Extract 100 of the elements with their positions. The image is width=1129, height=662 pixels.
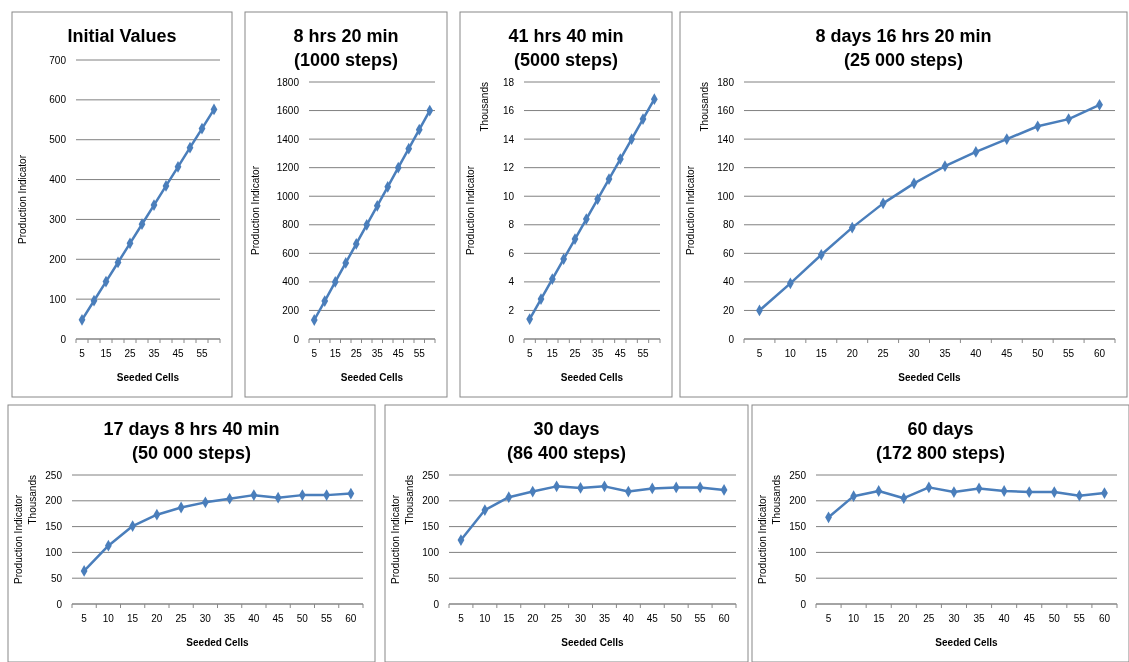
x-tick-label: 35: [973, 613, 986, 624]
y-tick-label: 0: [728, 333, 735, 345]
y-tick-label: 50: [50, 572, 63, 584]
x-tick-label: 55: [413, 348, 426, 359]
y-tick-label: 200: [282, 304, 300, 316]
y-tick-label: 50: [794, 572, 807, 584]
y-tick-label: 0: [60, 333, 67, 345]
y-tick-label: 600: [282, 247, 300, 259]
x-tick-label: 30: [908, 348, 921, 359]
x-tick-label: 45: [172, 348, 184, 359]
y-tick-label: 600: [49, 94, 67, 106]
y-tick-label: 1800: [276, 76, 300, 88]
x-tick-label: 30: [948, 613, 960, 624]
chart-title: 30 days: [533, 419, 600, 439]
x-tick-label: 5: [825, 613, 832, 624]
y-tick-label: 8: [508, 219, 515, 231]
x-tick-label: 55: [637, 348, 649, 359]
y-tick-label: 0: [433, 598, 440, 610]
y-tick-label: 1000: [276, 190, 300, 202]
y-tick-label: 14: [502, 133, 515, 145]
x-axis-title: Seeded Cells: [116, 372, 180, 383]
y-tick-label: 300: [49, 213, 67, 225]
y-tick-label: 2: [508, 304, 515, 316]
x-tick-label: 15: [503, 613, 515, 624]
x-tick-label: 10: [848, 613, 860, 624]
chart-title: 8 hrs 20 min: [293, 26, 399, 46]
x-tick-label: 50: [670, 613, 683, 624]
x-tick-label: 25: [175, 613, 188, 624]
y-tick-label: 200: [422, 495, 440, 507]
y-tick-label: 250: [422, 469, 440, 481]
x-tick-label: 25: [124, 348, 136, 359]
y-axis-title: Production Indicator: [465, 165, 476, 255]
x-tick-label: 35: [224, 613, 236, 624]
y-tick-label: 1400: [276, 133, 300, 145]
y-tick-label: 0: [800, 598, 807, 610]
x-tick-label: 30: [199, 613, 212, 624]
x-tick-label: 35: [371, 348, 384, 359]
x-tick-label: 25: [923, 613, 935, 624]
y-axis-title: Production Indicator: [685, 165, 696, 255]
y-tick-label: 0: [293, 333, 300, 345]
x-tick-label: 60: [1098, 613, 1111, 624]
chart-title: Initial Values: [67, 26, 177, 46]
x-tick-label: 35: [148, 348, 160, 359]
x-tick-label: 20: [846, 348, 859, 359]
chart-title: 41 hrs 40 min: [508, 26, 624, 46]
x-tick-label: 25: [350, 348, 363, 359]
y-tick-label: 500: [49, 134, 67, 146]
y-tick-label: 400: [282, 276, 300, 288]
text: Thousands: [699, 82, 710, 132]
y-tick-label: 6: [508, 247, 515, 259]
y-axis-title: Production Indicator: [250, 165, 261, 255]
x-axis-title: Seeded Cells: [186, 637, 250, 648]
x-tick-label: 45: [614, 348, 627, 359]
chart-subtitle: (5000 steps): [513, 50, 619, 70]
y-tick-label: 1200: [276, 162, 300, 174]
y-tick-label: 1600: [276, 105, 300, 117]
x-tick-label: 55: [196, 348, 208, 359]
y-tick-label: 160: [717, 105, 735, 117]
chart-title: 17 days 8 hrs 40 min: [103, 419, 280, 439]
y-tick-label: 100: [717, 190, 735, 202]
x-tick-label: 15: [329, 348, 342, 359]
x-tick-label: 60: [1093, 348, 1106, 359]
x-tick-label: 35: [592, 348, 604, 359]
y-tick-label: 10: [502, 190, 515, 202]
text: Thousands: [27, 475, 38, 525]
x-axis-title: Seeded Cells: [935, 637, 999, 648]
x-tick-label: 40: [998, 613, 1011, 624]
y-axis-title: Production Indicator: [390, 494, 401, 584]
y-tick-label: 16: [502, 105, 515, 117]
x-tick-label: 30: [574, 613, 587, 624]
text: Thousands: [771, 475, 782, 525]
y-tick-label: 150: [422, 521, 440, 533]
x-tick-label: 35: [939, 348, 951, 359]
text: Thousands: [479, 82, 490, 132]
y-axis-title: Production Indicator: [13, 494, 24, 584]
y-tick-label: 200: [789, 495, 807, 507]
x-tick-label: 60: [345, 613, 357, 624]
x-tick-label: 40: [248, 613, 260, 624]
y-tick-label: 120: [717, 162, 735, 174]
x-tick-label: 10: [102, 613, 115, 624]
x-axis-title: Seeded Cells: [561, 637, 625, 648]
x-tick-label: 55: [694, 613, 707, 624]
y-tick-label: 200: [45, 495, 63, 507]
y-axis-title: Production Indicator: [17, 154, 28, 244]
x-tick-label: 55: [321, 613, 333, 624]
x-tick-label: 40: [970, 348, 982, 359]
chart-subtitle: (86 400 steps): [506, 443, 627, 463]
chart-subtitle: (172 800 steps): [875, 443, 1006, 463]
x-tick-label: 20: [898, 613, 910, 624]
x-tick-label: 25: [877, 348, 890, 359]
x-tick-label: 5: [756, 348, 763, 359]
y-tick-label: 100: [45, 546, 63, 558]
chart-subtitle: (1000 steps): [293, 50, 399, 70]
y-tick-label: 100: [49, 293, 67, 305]
y-tick-label: 4: [508, 276, 515, 288]
x-axis-title: Seeded Cells: [560, 372, 624, 383]
x-tick-label: 25: [569, 348, 581, 359]
x-tick-label: 50: [1048, 613, 1061, 624]
x-axis-title: Seeded Cells: [898, 372, 962, 383]
y-tick-label: 100: [789, 546, 807, 558]
